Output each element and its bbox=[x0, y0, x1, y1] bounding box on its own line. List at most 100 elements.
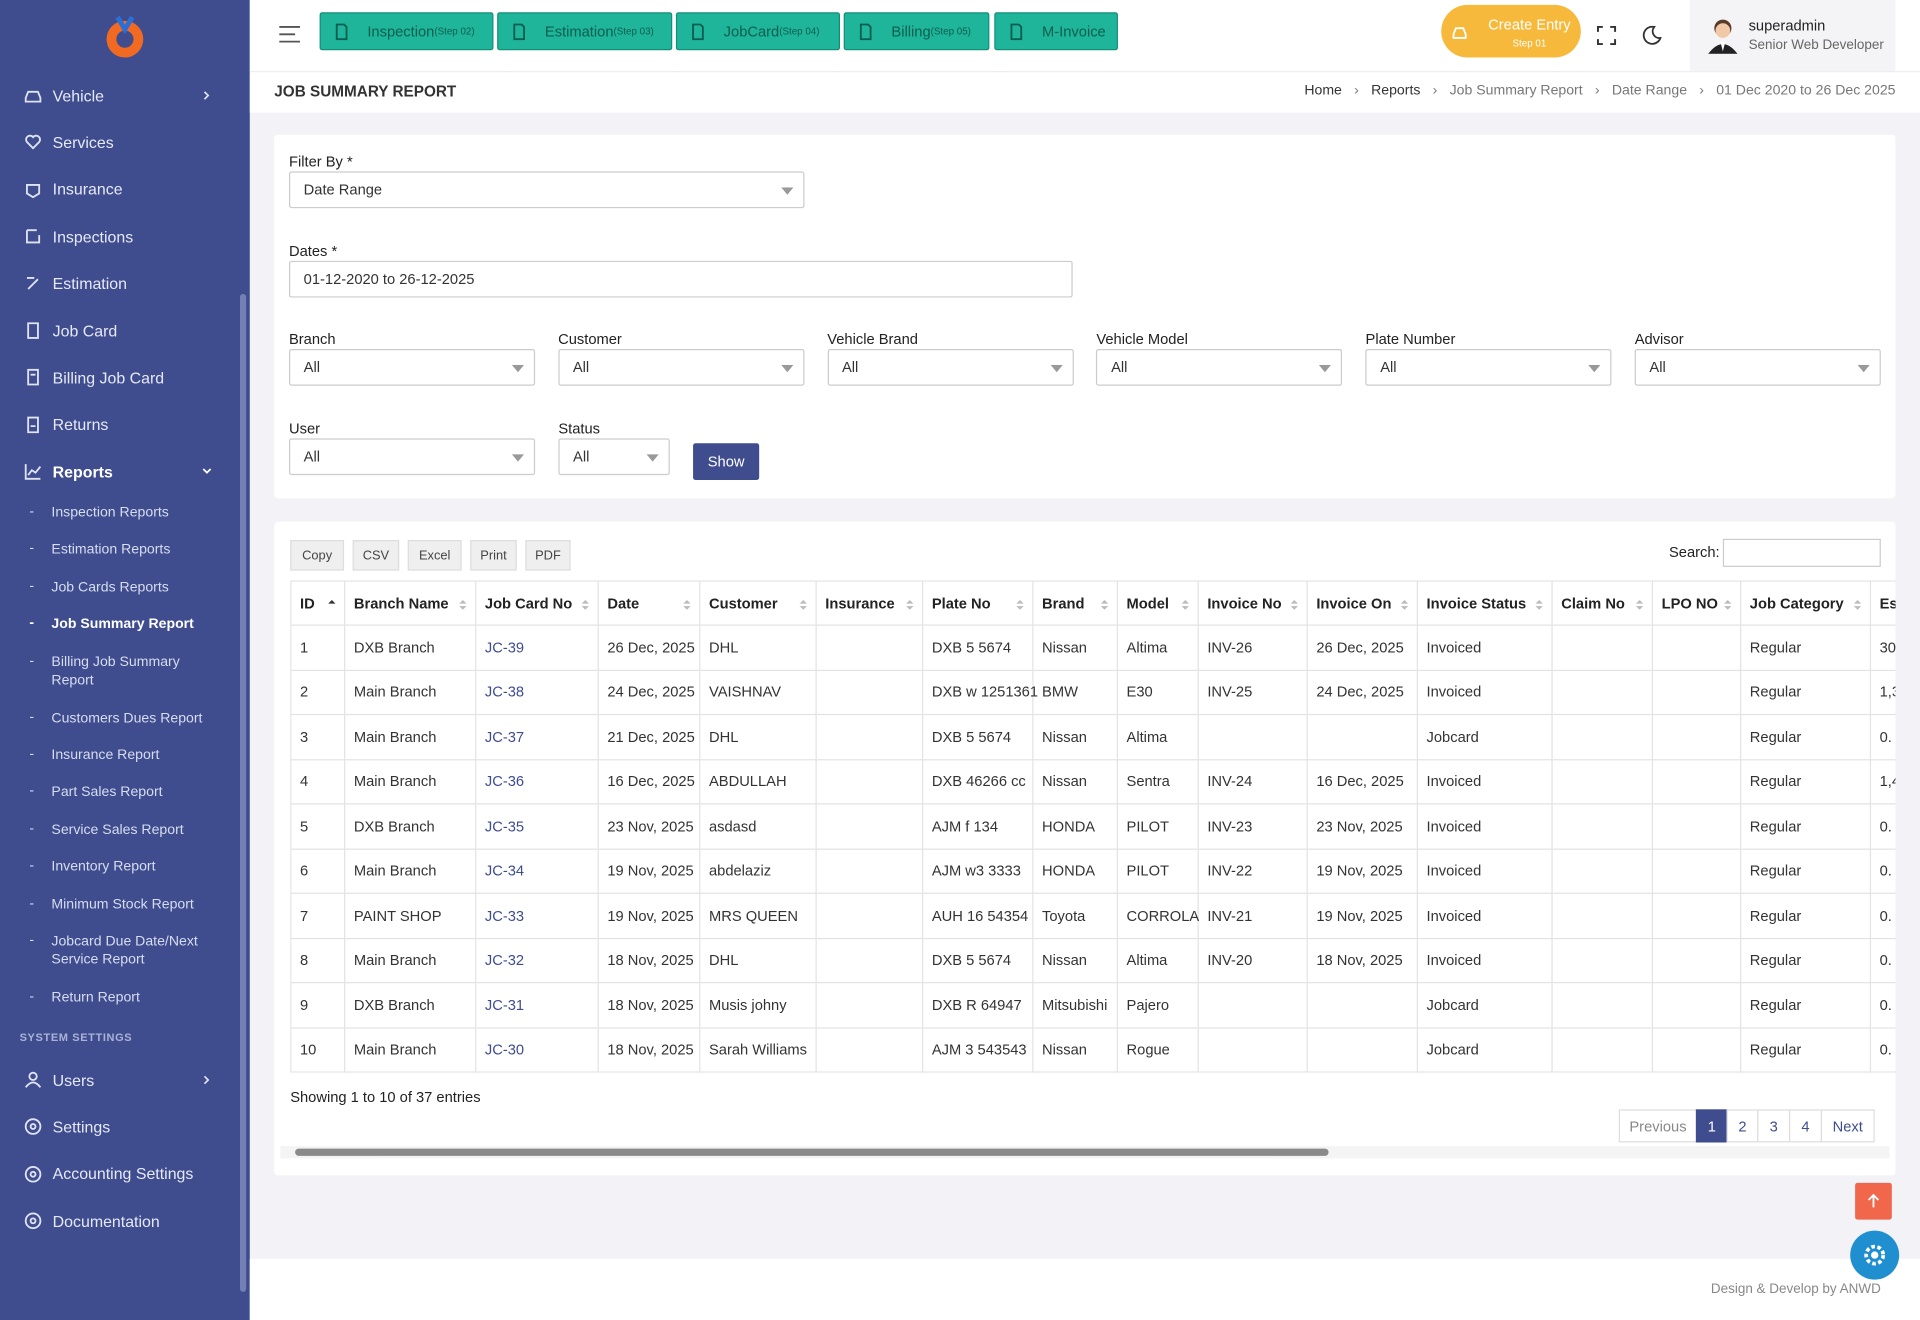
submenu-item[interactable]: - Return Report bbox=[29, 989, 225, 1007]
table-cell[interactable]: JC-38 bbox=[475, 669, 599, 716]
select[interactable]: All bbox=[558, 348, 805, 386]
submenu-item[interactable]: - Customers Dues Report bbox=[29, 710, 225, 728]
select[interactable]: All bbox=[1365, 348, 1612, 386]
scroll-thumb[interactable] bbox=[295, 1148, 1329, 1156]
select[interactable]: All bbox=[288, 438, 536, 476]
page-button[interactable]: Previous bbox=[1618, 1109, 1698, 1143]
column-header[interactable]: Invoice On bbox=[1306, 580, 1418, 626]
user-panel[interactable]: superadmin Senior Web Developer bbox=[1689, 0, 1896, 72]
column-header[interactable]: Customer bbox=[699, 580, 817, 626]
export-button[interactable]: CSV bbox=[352, 540, 400, 571]
column-header[interactable]: Invoice Status bbox=[1416, 580, 1553, 626]
submenu-item[interactable]: - Service Sales Report bbox=[29, 821, 225, 839]
column-header[interactable]: Invoice No bbox=[1197, 580, 1308, 626]
select[interactable]: Date Range bbox=[288, 171, 805, 209]
menu-item[interactable]: Job Card bbox=[24, 318, 230, 342]
table-cell[interactable]: JC-33 bbox=[475, 892, 599, 939]
menu-item[interactable]: Estimation bbox=[24, 271, 230, 295]
breadcrumb-item[interactable]: Reports bbox=[1371, 83, 1421, 98]
column-header[interactable]: Job Category bbox=[1740, 580, 1872, 626]
column-header[interactable]: Insurance bbox=[815, 580, 924, 626]
column-header[interactable]: LPO NO bbox=[1651, 580, 1742, 626]
submenu-item[interactable]: - Estimation Reports bbox=[29, 542, 225, 560]
step-button[interactable]: Billing (Step 05) bbox=[843, 12, 990, 51]
select[interactable]: All bbox=[558, 438, 670, 476]
dark-mode-icon[interactable] bbox=[1642, 25, 1662, 46]
create-entry[interactable]: Create Entry Step 01 bbox=[1441, 4, 1581, 58]
export-button[interactable]: Excel bbox=[407, 540, 462, 571]
table-cell[interactable]: JC-37 bbox=[475, 713, 599, 760]
menu-item[interactable]: Services bbox=[24, 130, 230, 154]
menu-item[interactable]: Settings bbox=[24, 1115, 230, 1139]
menu-item[interactable]: Accounting Settings bbox=[24, 1162, 230, 1186]
step-button[interactable]: Inspection (Step 02) bbox=[319, 12, 494, 51]
column-header[interactable]: Model bbox=[1116, 580, 1199, 626]
menu-item[interactable]: Users bbox=[24, 1068, 230, 1092]
back-to-top[interactable] bbox=[1855, 1182, 1892, 1220]
column-header[interactable]: Job Card No bbox=[475, 580, 599, 626]
table-cell: ABDULLAH bbox=[699, 758, 817, 805]
page-button[interactable]: Next bbox=[1820, 1109, 1875, 1143]
table-row: 8 Main Branch JC-32 18 Nov, 2025 DHL DXB 5 56… bbox=[290, 937, 1896, 984]
fullscreen-icon[interactable] bbox=[1596, 25, 1617, 46]
submenu-item[interactable]: - Insurance Report bbox=[29, 747, 225, 765]
select[interactable]: All bbox=[1634, 348, 1881, 386]
submenu-item[interactable]: - Inspection Reports bbox=[29, 504, 225, 522]
page-button[interactable]: 3 bbox=[1757, 1109, 1791, 1143]
page-button[interactable]: 2 bbox=[1726, 1109, 1759, 1143]
select-caret bbox=[646, 454, 659, 462]
table-cell: Invoiced bbox=[1416, 892, 1553, 939]
step-button[interactable]: JobCard (Step 04) bbox=[675, 12, 841, 51]
submenu-item[interactable]: - Jobcard Due Date/Next Service Report bbox=[29, 933, 225, 970]
select[interactable]: All bbox=[288, 348, 536, 386]
show-button[interactable]: Show bbox=[693, 443, 760, 481]
select[interactable]: All bbox=[827, 348, 1074, 386]
submenu-item[interactable]: - Minimum Stock Report bbox=[29, 896, 225, 914]
column-header[interactable]: ID bbox=[290, 580, 346, 626]
column-header[interactable]: Branch Name bbox=[344, 580, 477, 626]
table-cell bbox=[815, 937, 924, 984]
column-header[interactable]: Claim No bbox=[1551, 580, 1654, 626]
table-cell bbox=[815, 803, 924, 850]
settings-fab[interactable] bbox=[1850, 1230, 1900, 1280]
menu-toggle[interactable] bbox=[279, 26, 301, 43]
table-cell[interactable]: JC-32 bbox=[475, 937, 599, 984]
table-cell[interactable]: JC-35 bbox=[475, 803, 599, 850]
submenu-item[interactable]: - Part Sales Report bbox=[29, 784, 225, 802]
menu-label: Returns bbox=[52, 415, 109, 434]
table-cell[interactable]: JC-34 bbox=[475, 847, 599, 894]
step-button[interactable]: Estimation (Step 03) bbox=[497, 12, 673, 51]
submenu-item[interactable]: - Billing Job Summary Report bbox=[29, 653, 225, 690]
menu-item[interactable]: Inspections bbox=[24, 224, 230, 248]
menu-item[interactable]: Returns bbox=[24, 412, 230, 436]
column-header[interactable]: Brand bbox=[1032, 580, 1118, 626]
menu-item[interactable]: Vehicle bbox=[24, 83, 230, 107]
submenu-item[interactable]: - Job Summary Report bbox=[29, 616, 225, 634]
column-header[interactable]: Es bbox=[1869, 580, 1896, 626]
table-cell[interactable]: JC-30 bbox=[475, 1026, 599, 1073]
input[interactable]: 01-12-2020 to 26-12-2025 bbox=[288, 260, 1073, 298]
export-button[interactable]: Print bbox=[470, 540, 517, 571]
table-cell[interactable]: JC-31 bbox=[475, 982, 599, 1028]
menu-item[interactable]: Documentation bbox=[24, 1209, 230, 1233]
column-header[interactable]: Date bbox=[597, 580, 701, 626]
select[interactable]: All bbox=[1096, 348, 1343, 386]
menu-item[interactable]: Reports bbox=[24, 459, 230, 483]
menu-item[interactable]: Insurance bbox=[24, 177, 230, 201]
column-header[interactable]: Plate No bbox=[922, 580, 1034, 626]
search-input[interactable] bbox=[1722, 538, 1881, 567]
submenu-item[interactable]: - Inventory Report bbox=[29, 859, 225, 877]
submenu-item[interactable]: - Job Cards Reports bbox=[29, 579, 225, 597]
table-cell[interactable]: JC-36 bbox=[475, 758, 599, 805]
breadcrumb-item[interactable]: Home bbox=[1304, 83, 1342, 98]
table-cell[interactable]: JC-39 bbox=[475, 624, 599, 671]
menu-item[interactable]: Billing Job Card bbox=[24, 365, 230, 389]
submenu-label: Billing Job Summary Report bbox=[51, 654, 180, 688]
export-button[interactable]: PDF bbox=[525, 540, 571, 571]
export-button[interactable]: Copy bbox=[290, 540, 345, 571]
dash: - bbox=[29, 746, 35, 762]
table-cell: Main Branch bbox=[344, 847, 477, 894]
page-button[interactable]: 1 bbox=[1695, 1109, 1728, 1143]
step-button[interactable]: M-Invoice bbox=[994, 12, 1118, 51]
page-button[interactable]: 4 bbox=[1788, 1109, 1823, 1143]
